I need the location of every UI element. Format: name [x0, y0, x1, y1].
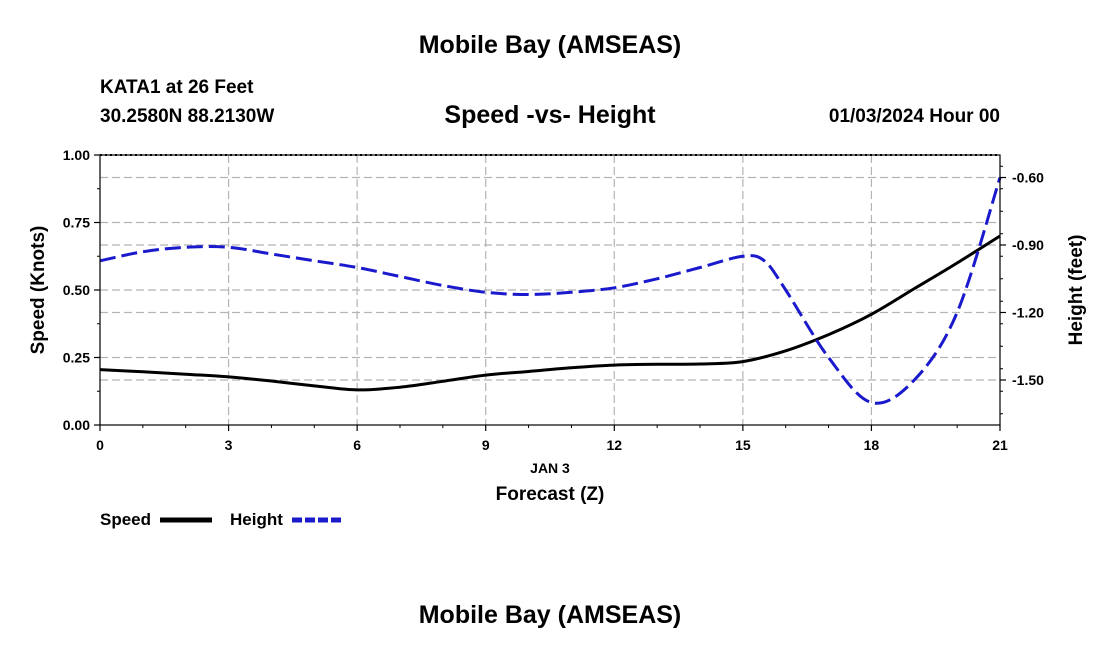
y-tick-label: 1.00 [63, 147, 90, 163]
x-tick-label: 3 [225, 437, 233, 453]
forecast-date: 01/03/2024 Hour 00 [828, 106, 1000, 127]
station-coords: 30.2580N 88.2130W [100, 106, 275, 127]
x-tick-label: 0 [96, 437, 104, 453]
legend-speed-label: Speed [100, 510, 151, 529]
y-axis-label: Speed (Knots) [28, 226, 49, 355]
x-axis-label: Forecast (Z) [496, 484, 605, 505]
legend-height-label: Height [230, 510, 283, 529]
axes-layer: 0 3 6 9 12 15 18 21 0.00 0.25 0.50 0.75 1.00 -1.50 -1.… [63, 147, 1044, 453]
x-tick-label: 21 [992, 437, 1008, 453]
footer-title: Mobile Bay (AMSEAS) [418, 601, 682, 629]
y2-tick-label: -1.20 [1012, 305, 1044, 321]
y-tick-label: 0.50 [63, 282, 90, 298]
y2-axis-label: Height (feet) [1066, 235, 1087, 346]
x-tick-label: 6 [353, 437, 361, 453]
x-sublabel: JAN 3 [530, 460, 570, 476]
chart-title: Speed -vs- Height [444, 101, 656, 129]
series-height-line [99, 177, 1002, 405]
y2-tick-label: -1.50 [1012, 372, 1044, 388]
x-tick-label: 9 [482, 437, 490, 453]
legend: Speed Height [100, 510, 342, 529]
y2-tick-label: -0.90 [1012, 237, 1044, 253]
x-tick-label: 18 [864, 437, 880, 453]
station-label: KATA1 at 26 Feet [100, 77, 254, 98]
series-layer [99, 177, 1002, 405]
y-tick-label: 0.25 [63, 350, 90, 366]
series-speed-line [99, 234, 1001, 392]
grid-layer [100, 155, 1000, 425]
y-tick-label: 0.00 [63, 417, 90, 433]
page-title: Mobile Bay (AMSEAS) [418, 31, 682, 59]
y2-tick-label: -0.60 [1012, 170, 1044, 186]
x-tick-label: 15 [735, 437, 751, 453]
x-tick-label: 12 [606, 437, 622, 453]
y-tick-label: 0.75 [63, 215, 90, 231]
